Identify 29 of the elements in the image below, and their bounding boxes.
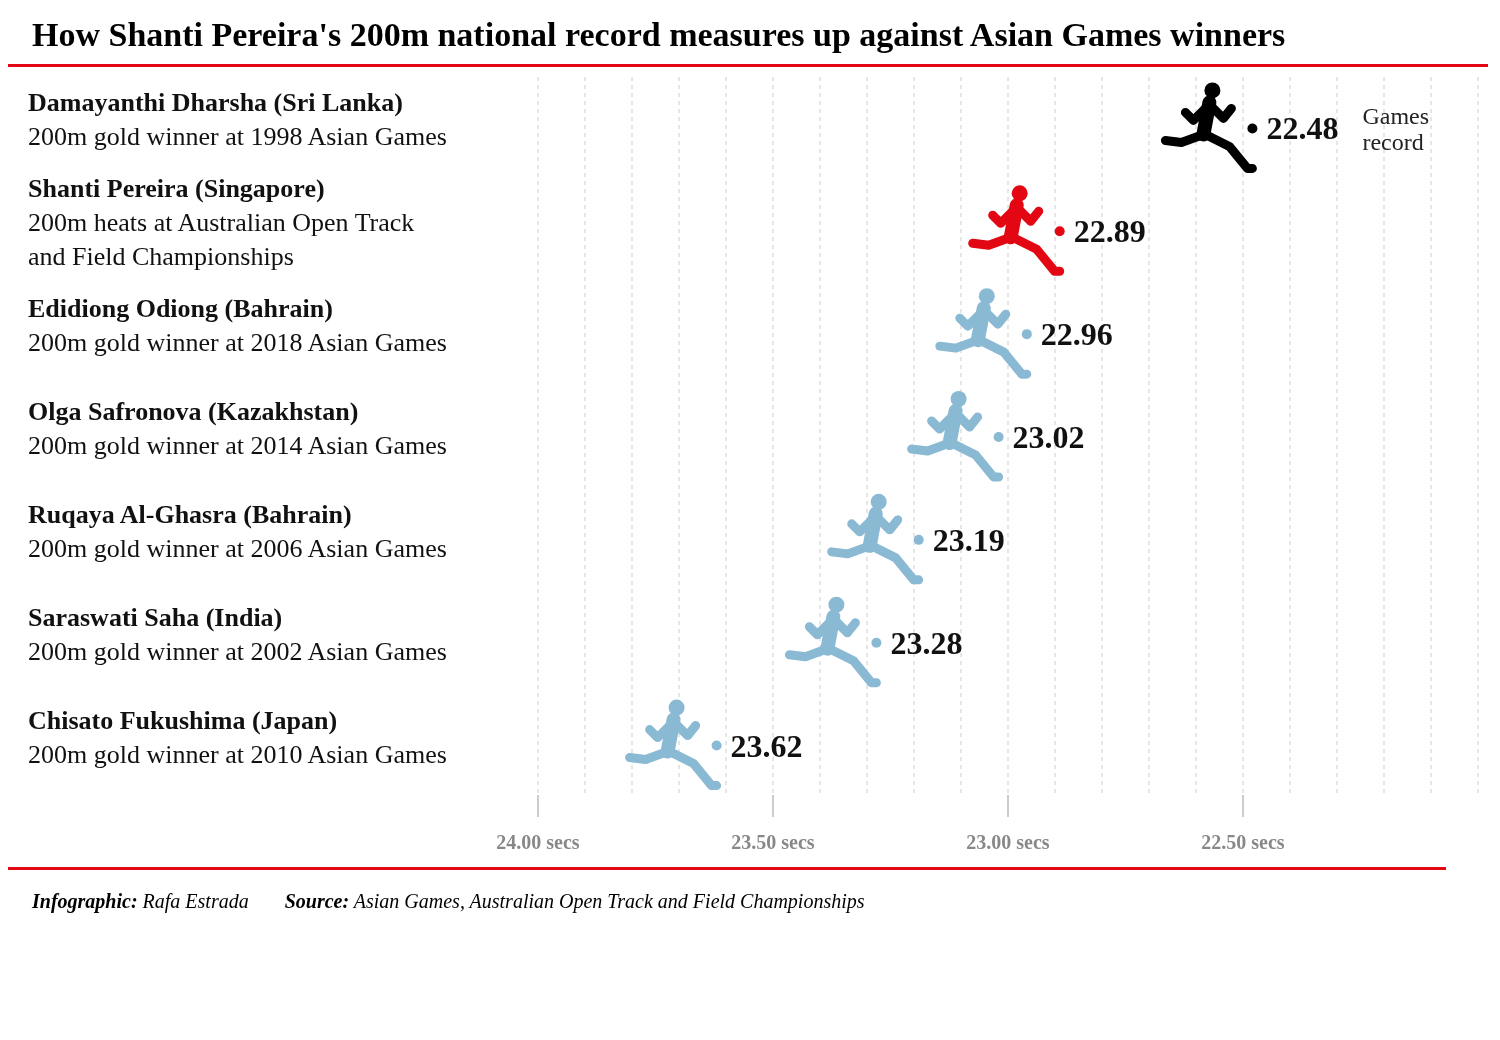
point: [1021, 329, 1032, 340]
y-tick-label: Shanti Pereira (Singapore) 200m heats at Australian Open Track and Field Championships: [28, 174, 415, 272]
point: [1054, 226, 1065, 237]
x-tick-label: 23.00 secs: [966, 831, 1050, 853]
y-tick-label: Ruqaya Al-Ghasra (Bahrain) 200m gold winner at 2006 Asian Games: [28, 499, 447, 563]
source-note: Source: Asian Games, Australian Open Track and Field Championships: [284, 890, 865, 913]
x-tick-label: 23.50 secs: [731, 831, 815, 853]
data-label: 23.28: [890, 624, 963, 661]
data-label: 22.48: [1266, 110, 1339, 147]
x-tick-label: 22.50 secs: [1201, 831, 1285, 853]
data-label: 23.19: [932, 521, 1005, 558]
y-tick-label: Saraswati Saha (India) 200m gold winner at 2002 Asian Games: [28, 602, 447, 666]
y-tick-label: Edidiong Odiong (Bahrain) 200m gold winner at 2018 Asian Games: [28, 294, 447, 358]
data-label: 23.62: [730, 727, 803, 764]
point: [711, 740, 722, 751]
annotation: Games record: [1362, 103, 1430, 156]
text: Infographic: Rafa Estrada: [32, 890, 249, 913]
y-tick-label: Chisato Fukushima (Japan) 200m gold winner at 2010 Asian Games: [28, 705, 447, 769]
point: [913, 534, 924, 545]
data-label: 23.02: [1012, 419, 1085, 455]
y-tick-label: Olga Safronova (Kazakhstan) 200m gold winner at 2014 Asian Games: [28, 397, 447, 460]
point: [993, 432, 1004, 442]
x-tick-label: 24.00 secs: [496, 831, 580, 853]
data-label: 22.96: [1040, 316, 1113, 353]
data-label: 22.89: [1073, 213, 1146, 250]
y-tick-label: Damayanthi Dharsha (Sri Lanka) 200m gold winner at 1998 Asian Games: [28, 88, 447, 152]
point: [871, 637, 882, 648]
point: [1247, 123, 1258, 134]
chart-title: How Shanti Pereira's 200m national record measures up against Asian Games winners: [8, 8, 1488, 67]
